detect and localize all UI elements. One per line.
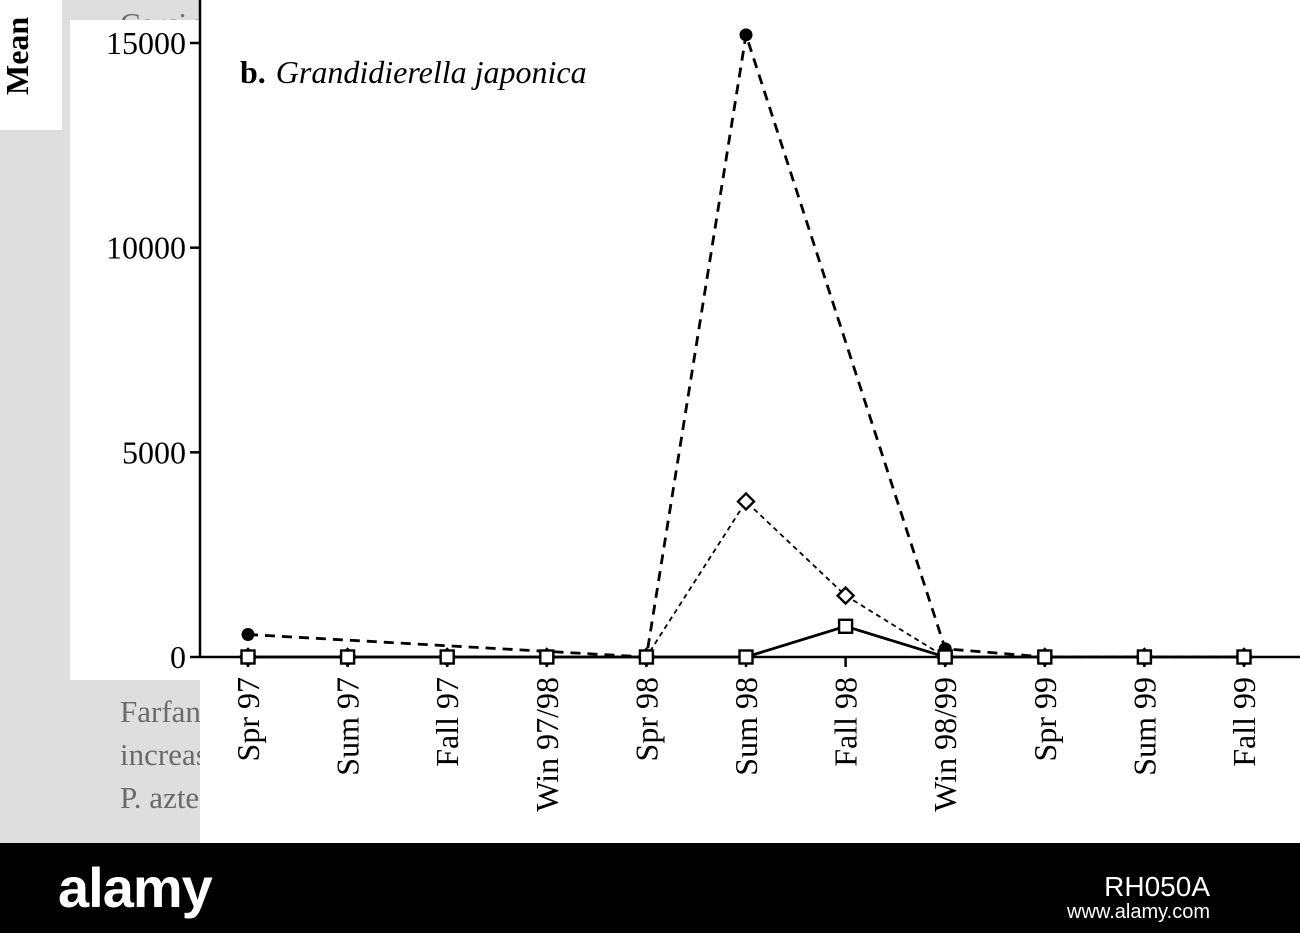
alamy-logo: alamy — [58, 856, 213, 919]
marker-point — [739, 28, 753, 42]
marker-point — [539, 649, 555, 665]
ylabel-area — [0, 0, 62, 130]
chart-title: b. Grandidierella japonica — [240, 54, 587, 90]
x-tick-label: Sum 98 — [728, 677, 764, 776]
y-tick-label: 0 — [170, 639, 186, 675]
plot-area — [200, 0, 1300, 657]
marker-point — [738, 649, 754, 665]
ytick-label-area — [70, 20, 200, 680]
x-tick-label: Fall 97 — [429, 677, 465, 767]
marker-point — [937, 649, 953, 665]
marker-point — [439, 649, 455, 665]
marker-point — [339, 649, 356, 665]
x-tick-label: Sum 99 — [1126, 677, 1162, 776]
marker-point — [835, 585, 856, 606]
y-tick-label: 5000 — [122, 434, 186, 470]
marker-point — [241, 627, 255, 641]
y-tick-label: 10000 — [106, 230, 186, 266]
x-tick-label: Spr 97 — [230, 677, 266, 761]
x-tick-label: Win 98/99 — [927, 677, 963, 812]
watermark-bar: alamy RH050A www.alamy.com — [0, 843, 1300, 933]
image-id: RH050A — [1104, 871, 1210, 902]
watermark-url: www.alamy.com — [1067, 901, 1210, 923]
x-tick-label: Win 97/98 — [529, 677, 565, 812]
marker-point — [736, 491, 756, 512]
marker-point — [240, 649, 256, 665]
marker-point — [638, 649, 655, 665]
series-layer — [238, 28, 1254, 667]
title-prefix: b. — [240, 54, 266, 90]
marker-point — [1236, 649, 1252, 665]
line-chart: 0 5000 10000 15000 Spr 97 Sum 97 Fall 97 Win 97… — [0, 0, 1300, 843]
page-scan: Carcinus maenas is distinct as a euryhal… — [0, 0, 1300, 843]
x-tick-label: Sum 97 — [330, 677, 366, 776]
marker-point — [837, 618, 854, 634]
x-tick-label: Spr 99 — [1027, 677, 1063, 761]
axes: 0 5000 10000 15000 Spr 97 Sum 97 Fall 97 Win 97… — [106, 0, 1300, 812]
marker-point — [1136, 649, 1153, 665]
y-tick-label: 15000 — [106, 25, 186, 61]
y-axis-label: Mean — [0, 17, 35, 95]
x-tick-label: Fall 99 — [1226, 677, 1262, 767]
marker-point — [1037, 649, 1053, 665]
title-species: Grandidierella japonica — [276, 54, 587, 90]
x-tick-label: Spr 98 — [628, 677, 664, 761]
x-tick-label: Fall 98 — [828, 677, 864, 767]
tick-label-area — [200, 657, 1300, 843]
